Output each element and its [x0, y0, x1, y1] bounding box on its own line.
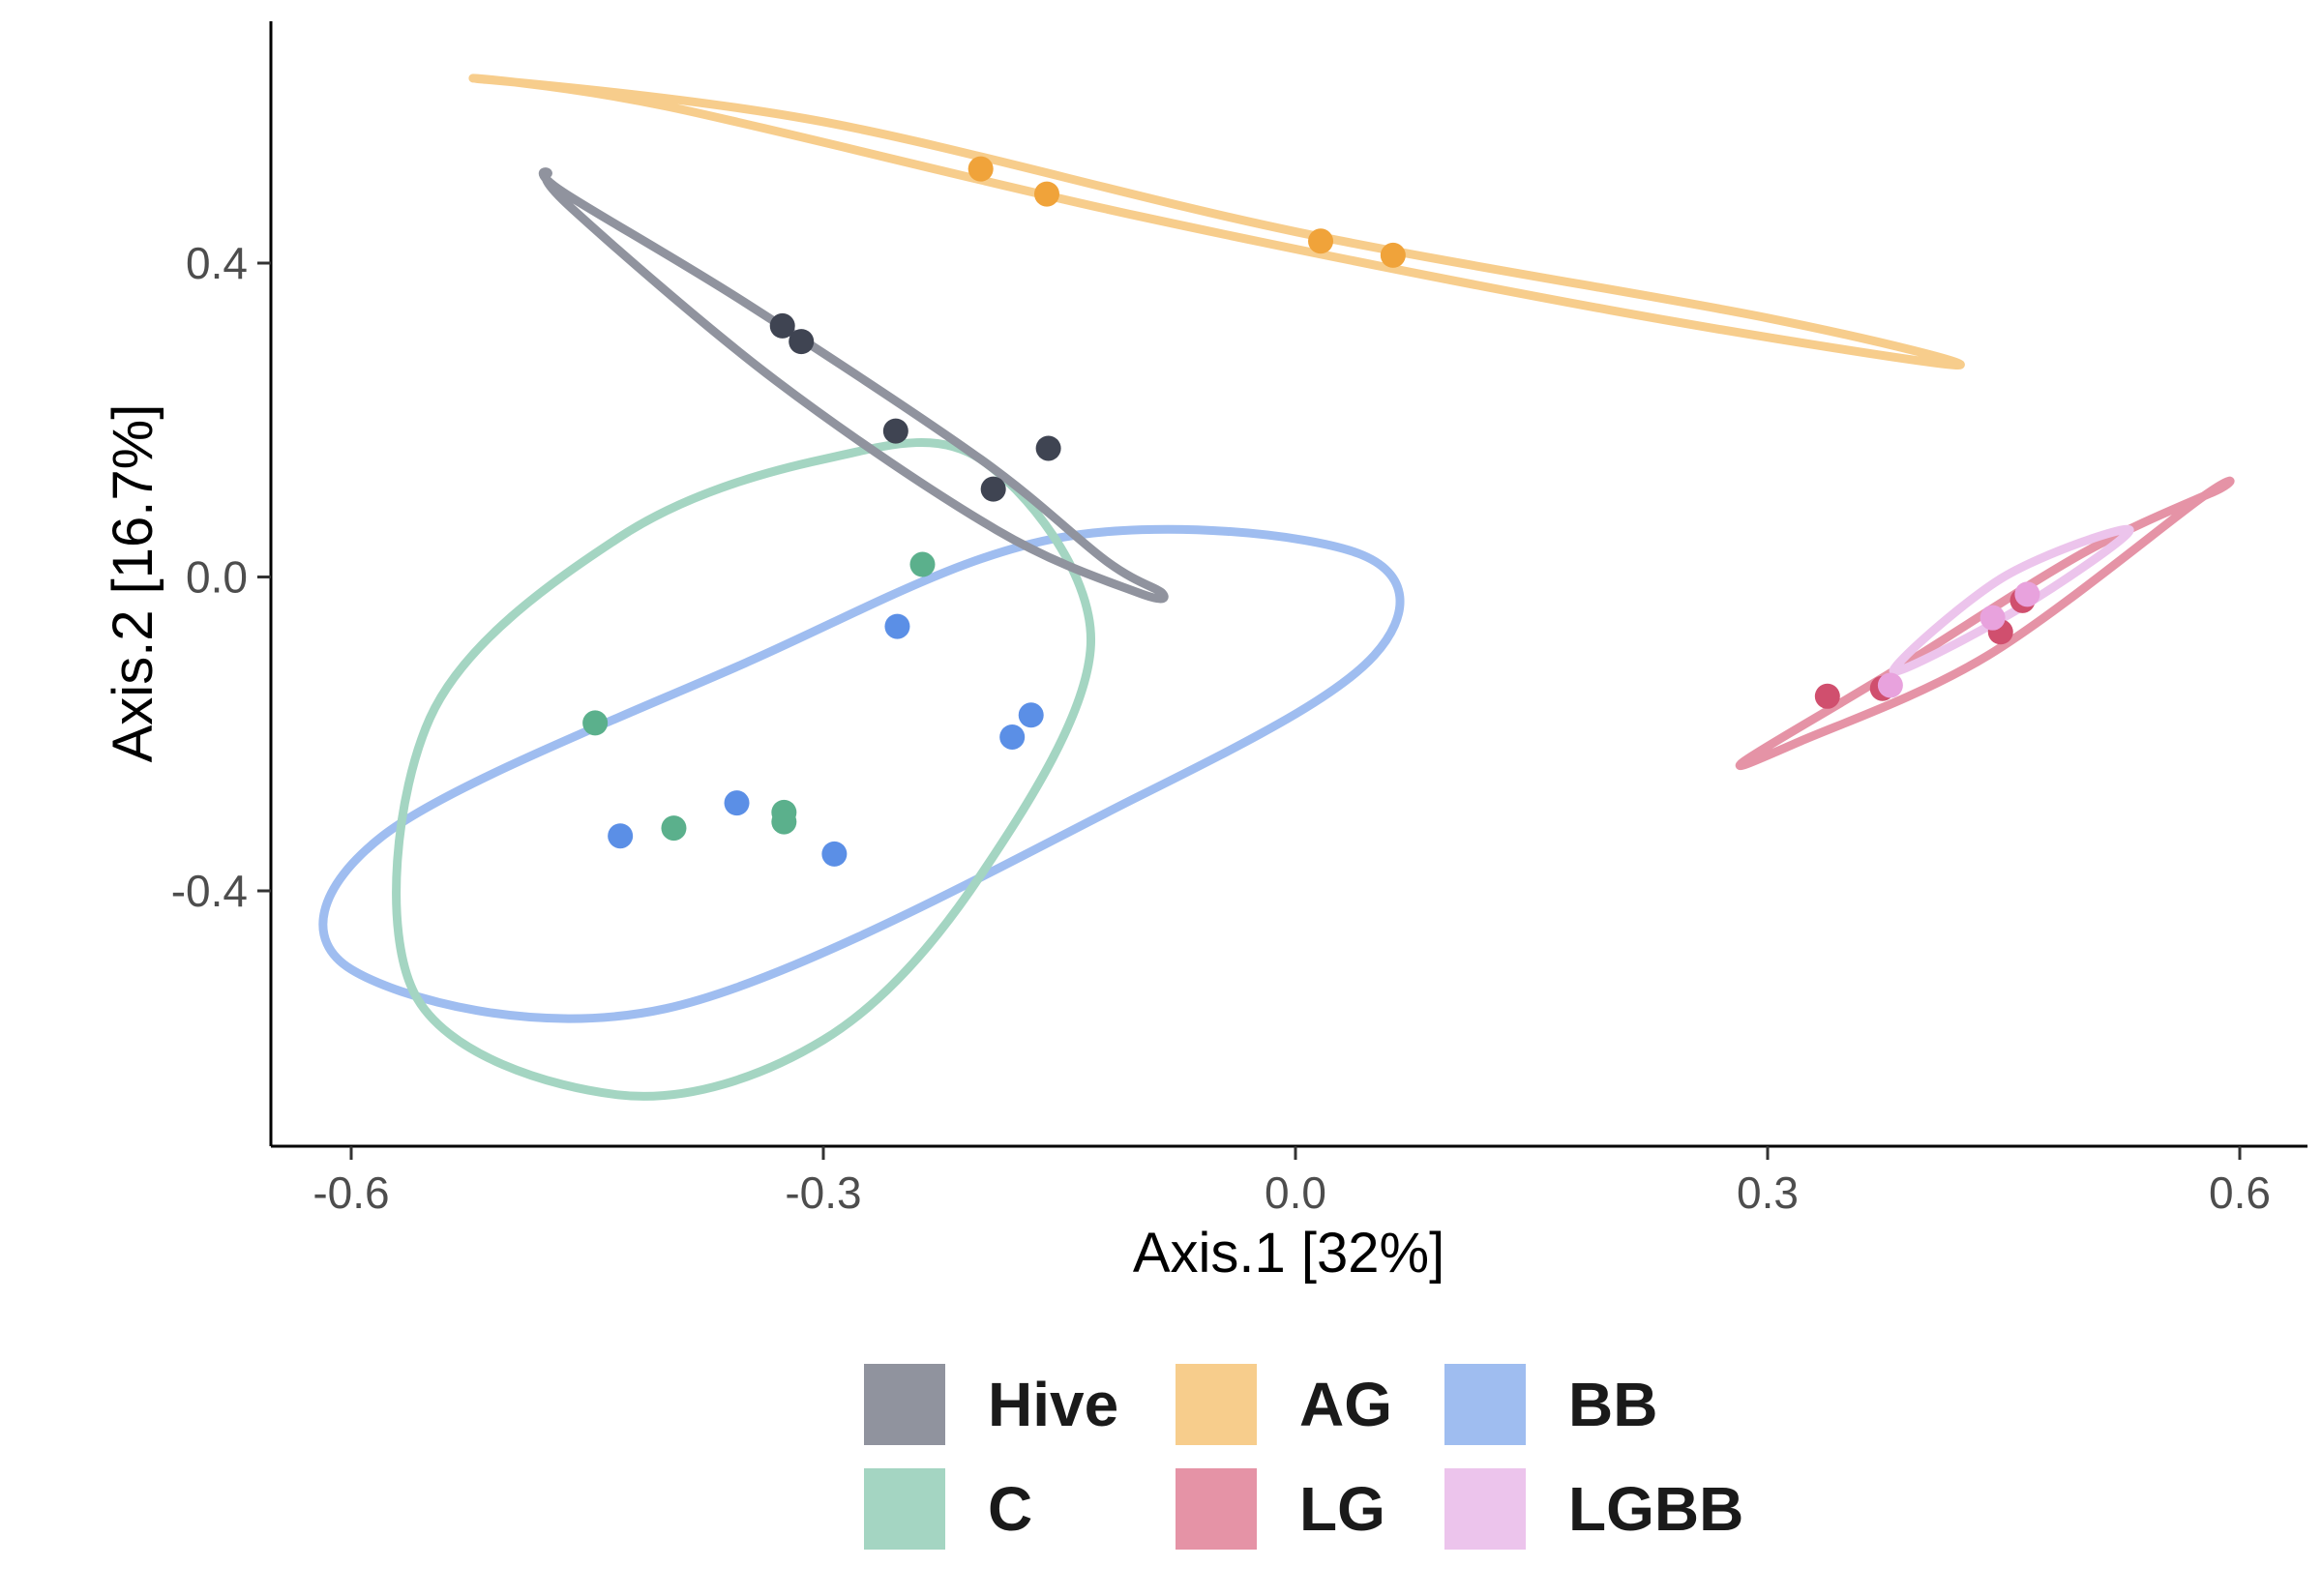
- point-ag: [1033, 181, 1059, 207]
- legend-key-lg: [1176, 1468, 1257, 1550]
- point-bb: [884, 613, 910, 639]
- legend: Hive AG BB C LG LGBB: [864, 1364, 1743, 1550]
- point-hive: [1035, 435, 1061, 461]
- point-lgbb: [1980, 605, 2006, 631]
- ellipse-lg: [1735, 476, 2235, 771]
- legend-key-c: [864, 1468, 945, 1550]
- legend-label-hive: Hive: [988, 1370, 1118, 1439]
- legend-key-bb: [1444, 1364, 1526, 1445]
- point-c: [909, 551, 936, 577]
- point-hive: [980, 476, 1006, 502]
- point-ag: [1380, 242, 1406, 268]
- point-lgbb: [2014, 581, 2040, 607]
- legend-label-bb: BB: [1568, 1370, 1657, 1439]
- x-tick-label: 0.3: [1737, 1167, 1799, 1218]
- point-hive: [789, 329, 815, 355]
- y-axis-title: Axis.2 [16.7%]: [102, 404, 164, 763]
- point-layer: [582, 156, 2040, 867]
- point-hive: [769, 312, 795, 339]
- point-ag: [968, 156, 994, 182]
- y-tick-label: -0.4: [171, 866, 248, 916]
- x-tick-label: 0.0: [1265, 1167, 1326, 1218]
- point-bb: [821, 841, 848, 867]
- legend-key-hive: [864, 1364, 945, 1445]
- legend-label-lg: LG: [1299, 1474, 1385, 1544]
- legend-key-lgbb: [1444, 1468, 1526, 1550]
- legend-label-ag: AG: [1299, 1370, 1392, 1439]
- x-tick-label: -0.3: [785, 1167, 861, 1218]
- x-tick-label: 0.6: [2209, 1167, 2271, 1218]
- legend-label-lgbb: LGBB: [1568, 1474, 1743, 1544]
- legend-label-c: C: [988, 1474, 1032, 1544]
- ellipse-c: [392, 438, 1096, 1101]
- axes-layer: -0.6 -0.3 0.0 0.3 0.6 0.4 0.0 -0.4: [171, 21, 2307, 1218]
- point-lgbb: [1877, 672, 1903, 698]
- x-tick-label: -0.6: [313, 1167, 389, 1218]
- y-tick-label: 0.4: [186, 238, 248, 288]
- point-bb: [608, 823, 634, 849]
- point-c: [661, 815, 687, 842]
- point-bb: [1018, 702, 1044, 728]
- x-axis-title: Axis.1 [32%]: [1133, 1222, 1444, 1285]
- point-ag: [1308, 228, 1334, 254]
- ellipse-layer: [318, 74, 2235, 1101]
- point-c: [771, 809, 797, 835]
- point-hive: [882, 418, 908, 444]
- ellipse-hive: [538, 167, 1169, 604]
- ellipse-bb: [318, 524, 1405, 1023]
- ellipse-ag: [468, 74, 1965, 369]
- point-bb: [999, 724, 1026, 750]
- point-c: [582, 710, 609, 736]
- point-bb: [724, 790, 750, 816]
- ellipse-lgbb: [1889, 524, 2134, 676]
- y-tick-label: 0.0: [186, 552, 248, 603]
- point-lg: [1814, 683, 1840, 709]
- legend-key-ag: [1176, 1364, 1257, 1445]
